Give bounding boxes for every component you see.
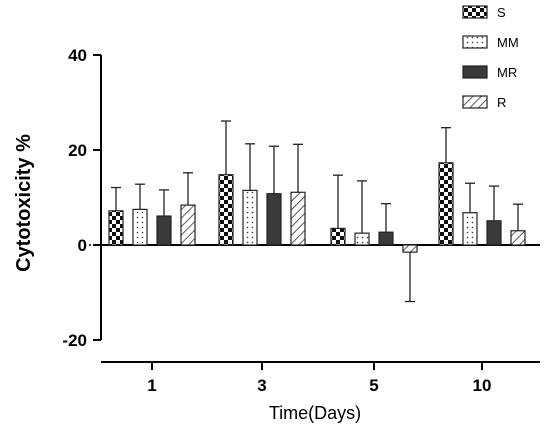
- bar-s-3: [218, 174, 234, 246]
- y-tick-label: 40: [68, 46, 87, 65]
- bar-mm-1: [132, 208, 148, 246]
- y-tick-label: 0: [78, 236, 87, 255]
- bar-mm-3: [242, 189, 258, 246]
- bars: [108, 162, 526, 253]
- bar-r-3: [290, 191, 306, 246]
- legend: S MM MR R: [462, 5, 519, 110]
- bar-s-1: [108, 210, 124, 246]
- bar-mr-3: [266, 193, 282, 246]
- x-tick-label: 3: [257, 376, 266, 395]
- bar-mr-1: [156, 215, 172, 246]
- x-tick-label: 5: [369, 376, 378, 395]
- legend-label-mr: MR: [497, 65, 517, 80]
- legend-swatch-r: [462, 95, 488, 109]
- x-tick-label: 10: [473, 376, 492, 395]
- bar-s-10: [438, 162, 454, 246]
- bar-r-10: [510, 230, 526, 246]
- bar-mr-10: [486, 220, 502, 246]
- legend-swatch-s: [462, 5, 488, 19]
- legend-swatch-mr: [462, 65, 488, 79]
- bar-mm-10: [462, 212, 478, 246]
- legend-label-s: S: [497, 5, 506, 20]
- x-axis-label: Time(Days): [269, 403, 361, 423]
- legend-label-r: R: [497, 95, 506, 110]
- y-axis-label: Cytotoxicity %: [13, 134, 35, 272]
- bar-r-1: [180, 204, 196, 246]
- bar-mm-5: [354, 232, 370, 246]
- y-tick-label: 20: [68, 141, 87, 160]
- y-tick-label: -20: [62, 331, 87, 350]
- bar-r-5: [402, 244, 418, 253]
- bar-mr-5: [378, 231, 394, 246]
- legend-swatch-mm: [462, 35, 488, 49]
- bar-s-5: [330, 227, 346, 246]
- legend-label-mm: MM: [497, 35, 519, 50]
- x-tick-label: 1: [147, 376, 156, 395]
- error-bars: [111, 120, 523, 303]
